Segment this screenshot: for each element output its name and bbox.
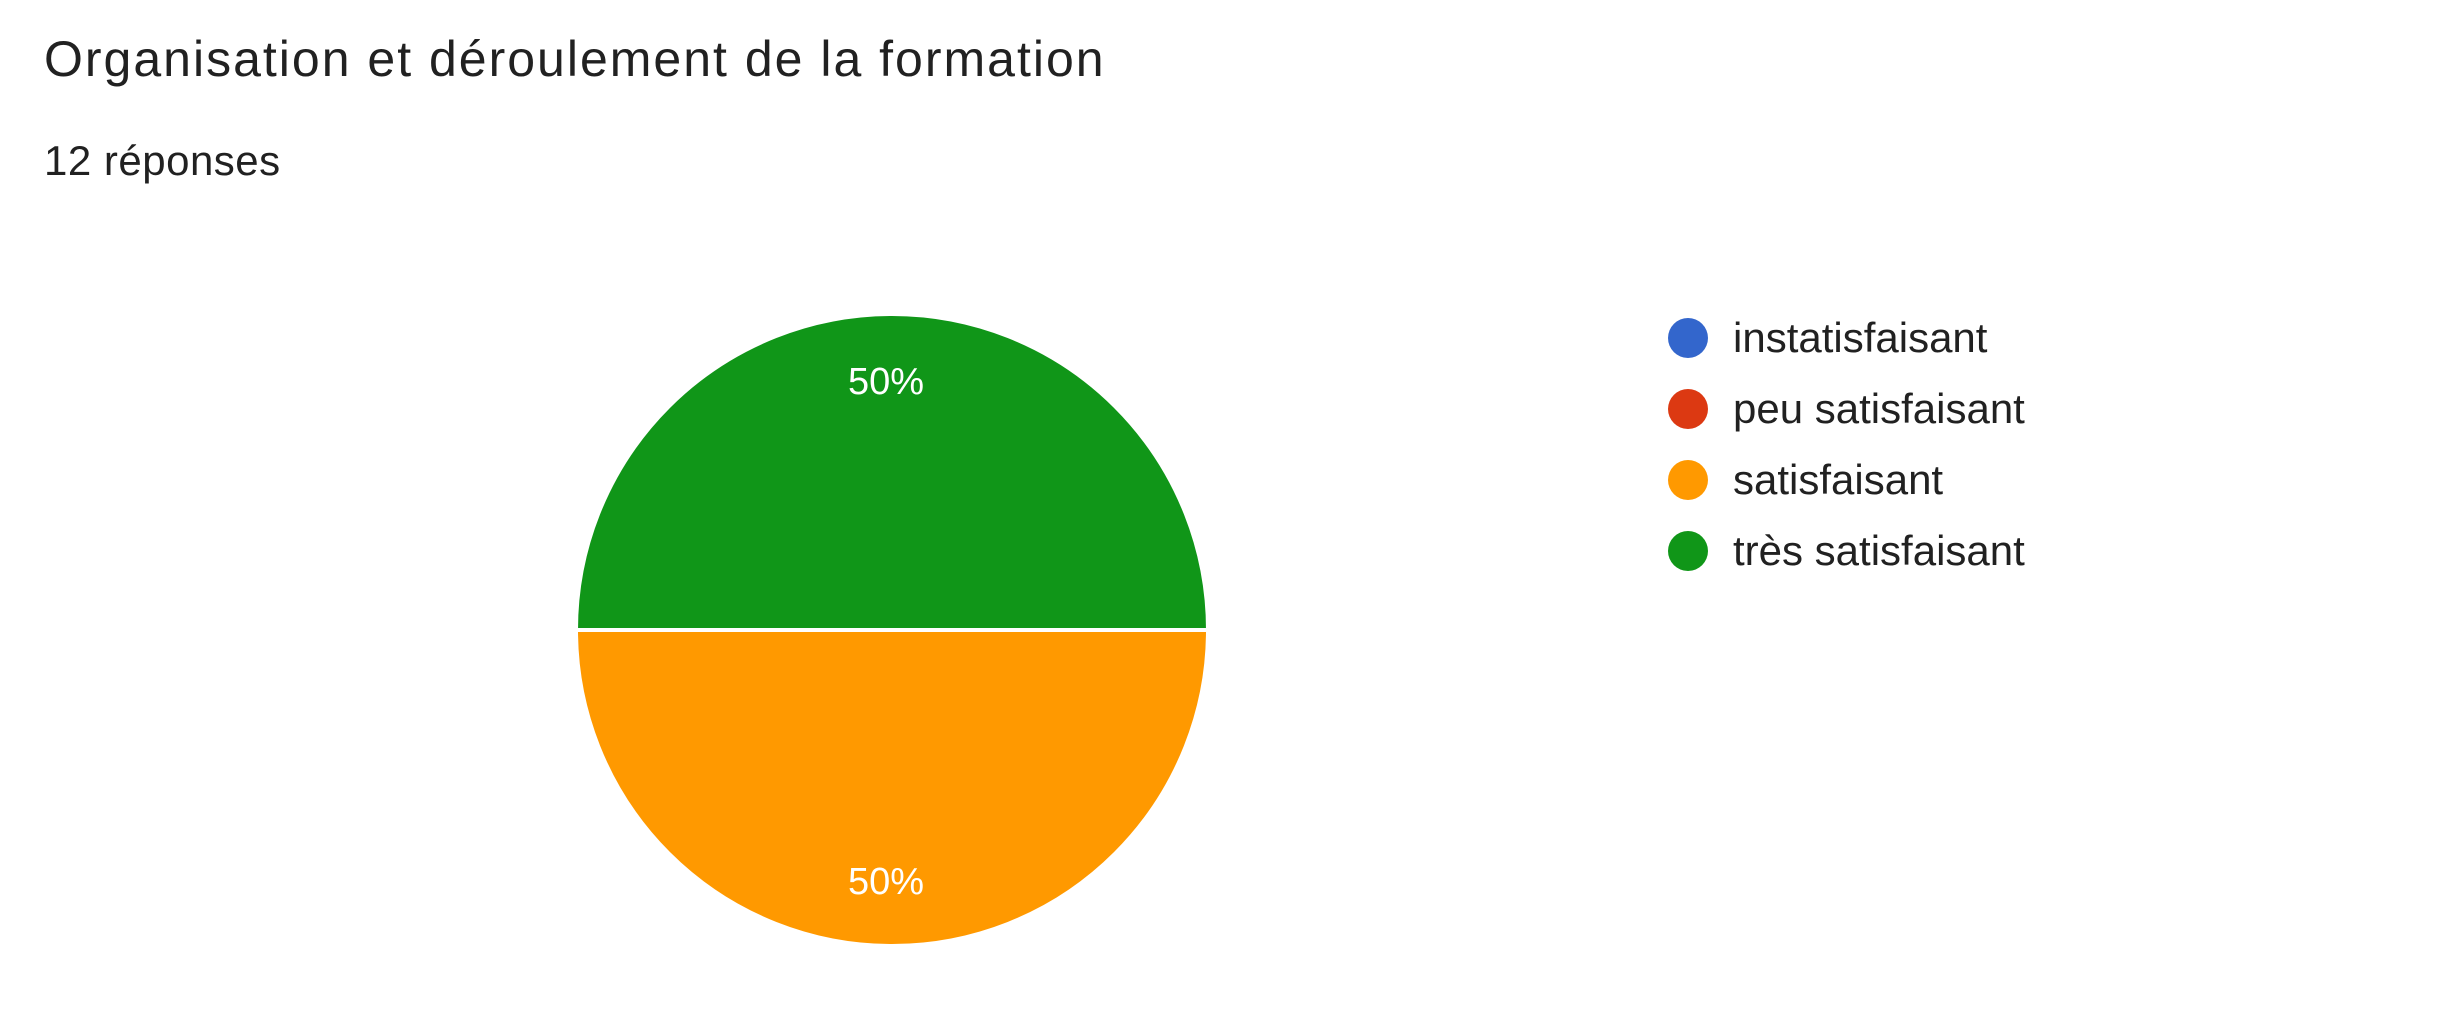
legend-label-peu-satisfaisant: peu satisfaisant [1733, 385, 2025, 432]
legend-color-dot-satisfaisant [1668, 460, 1708, 500]
legend-label-tres-satisfaisant: très satisfaisant [1733, 527, 2025, 574]
chart-legend: instatisfaisant peu satisfaisant satisfa… [1668, 314, 2025, 575]
legend-label-instatisfaisant: instatisfaisant [1733, 314, 1988, 361]
slice-label-satisfaisant: 50% [847, 861, 925, 903]
pie-chart-svg [576, 314, 1208, 946]
legend-item-satisfaisant: satisfaisant [1668, 456, 2025, 504]
slice-label-tres-satisfaisant: 50% [847, 361, 925, 403]
legend-item-instatisfaisant: instatisfaisant [1668, 314, 2025, 362]
pie-chart: 50% 50% [576, 314, 1208, 946]
legend-label-satisfaisant: satisfaisant [1733, 456, 1944, 503]
pie-slice-tres-satisfaisant[interactable] [576, 314, 1208, 632]
legend-color-dot-peu-satisfaisant [1668, 389, 1708, 429]
legend-color-dot-tres-satisfaisant [1668, 531, 1708, 571]
legend-item-tres-satisfaisant: très satisfaisant [1668, 527, 2025, 575]
legend-item-peu-satisfaisant: peu satisfaisant [1668, 385, 2025, 433]
responses-count: 12 réponses [44, 137, 281, 184]
pie-slice-satisfaisant[interactable] [576, 628, 1208, 946]
question-title: Organisation et déroulement de la format… [44, 31, 1106, 87]
legend-color-dot-instatisfaisant [1668, 318, 1708, 358]
